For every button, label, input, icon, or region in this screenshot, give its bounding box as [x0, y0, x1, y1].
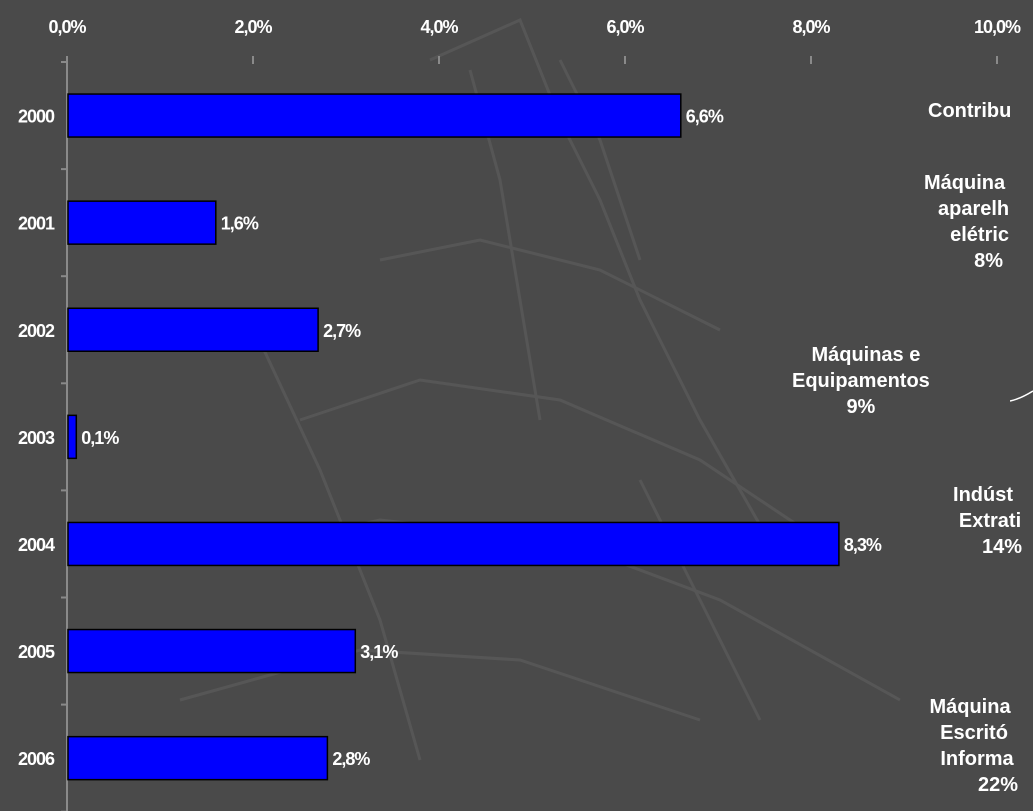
x-tick-label: 4,0% — [420, 17, 458, 37]
bar-2001 — [67, 200, 217, 245]
bar-2005 — [67, 628, 357, 674]
pie-label-industria-extrativa: Indúst Extrati 14% — [953, 484, 1023, 558]
x-tick-label: 8,0% — [792, 17, 830, 37]
y-category-label: 2006 — [18, 749, 55, 769]
bar-2004 — [67, 521, 840, 567]
data-label: 8,3% — [844, 535, 882, 555]
data-label: 3,1% — [360, 642, 398, 662]
data-label: 2,8% — [332, 749, 370, 769]
x-tick-label: 6,0% — [606, 17, 644, 37]
x-tick-label: 10,0% — [974, 17, 1021, 37]
bar-2006 — [67, 735, 329, 781]
pie-label-maquinas-equipamentos: Máquinas e Equipamentos 9% — [792, 344, 930, 418]
data-label: 1,6% — [221, 214, 259, 234]
side-title: Contribu — [928, 100, 1012, 122]
pie-label-maquinas-aparelhos: Máquina aparelh elétric 8% — [924, 172, 1010, 272]
bar-2003 — [67, 414, 78, 460]
y-category-label: 2000 — [18, 107, 55, 127]
data-label: 6,6% — [686, 107, 724, 127]
pie-label-maquinas-escritorio: Máquina Escritó Informa 22% — [929, 696, 1019, 796]
x-tick-label: 2,0% — [234, 17, 272, 37]
bar-2002 — [67, 307, 319, 352]
y-category-label: 2005 — [18, 642, 55, 662]
data-label: 0,1% — [81, 428, 119, 448]
bar-2000 — [67, 93, 682, 138]
y-category-label: 2003 — [18, 428, 55, 448]
leader-line — [1010, 390, 1033, 402]
data-label: 2,7% — [323, 321, 361, 341]
y-category-label: 2002 — [18, 321, 55, 341]
y-category-label: 2001 — [18, 214, 55, 234]
x-tick-label: 0,0% — [48, 17, 86, 37]
y-category-label: 2004 — [18, 535, 55, 555]
